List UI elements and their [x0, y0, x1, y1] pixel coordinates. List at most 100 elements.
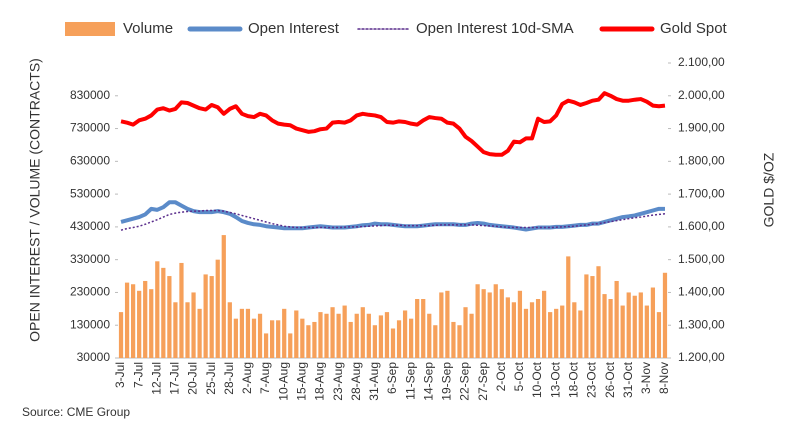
bar — [656, 312, 662, 358]
bar — [257, 313, 263, 358]
bar — [378, 315, 384, 358]
x-tick-label: 26-Oct — [603, 361, 617, 398]
x-tick-label: 31-Aug — [367, 362, 381, 401]
x-tick-label: 18-Aug — [313, 362, 327, 401]
bar — [487, 292, 492, 358]
y-tick-label: 330000 — [70, 252, 110, 266]
bar — [336, 313, 341, 358]
x-tick-label: 5-Oct — [512, 361, 526, 391]
bar — [541, 290, 547, 358]
bar — [270, 320, 275, 358]
source: Source: CME Group — [22, 405, 130, 419]
bar — [318, 312, 323, 358]
x-tick-label: 13-Oct — [548, 361, 562, 398]
bar — [143, 280, 148, 358]
bar — [626, 292, 631, 358]
bar — [644, 305, 649, 358]
bar — [481, 289, 486, 358]
bar — [306, 325, 311, 358]
bar — [475, 284, 480, 358]
bar — [239, 308, 245, 358]
bar — [209, 276, 214, 358]
bar — [215, 259, 220, 358]
x-tick-label: 8-Nov — [657, 362, 671, 394]
bar — [638, 292, 643, 358]
y2-tick-label: 1.600,00 — [678, 219, 725, 233]
bar — [451, 321, 456, 358]
bar — [584, 274, 589, 358]
x-tick-label: 27-Sep — [476, 362, 490, 401]
bar — [427, 313, 432, 358]
bar — [372, 325, 377, 358]
bar — [421, 299, 426, 358]
legend-label: Gold Spot — [660, 20, 728, 37]
y-tick-label: 730000 — [70, 121, 110, 135]
bar — [572, 302, 577, 358]
bar — [276, 320, 281, 358]
x-tick-label: 3-Nov — [639, 362, 653, 394]
bar — [155, 261, 160, 358]
bar — [191, 292, 196, 358]
y2-tick-label: 1.900,00 — [678, 121, 725, 135]
x-tick-label: 28-Aug — [349, 362, 363, 401]
bar — [560, 305, 565, 358]
x-tick-label: 14-Sep — [421, 362, 435, 401]
x-tick-label: 7-Jul — [131, 362, 145, 388]
bar — [173, 302, 178, 358]
bar — [505, 297, 510, 358]
line — [120, 209, 666, 231]
bar — [130, 284, 136, 358]
bar — [124, 282, 130, 358]
x-tick-label: 12-Jul — [149, 362, 163, 395]
bar — [554, 308, 559, 358]
bar — [161, 267, 166, 358]
bar — [312, 321, 317, 358]
x-tick-label: 20-Jul — [186, 362, 200, 395]
bar — [499, 289, 504, 358]
x-tick-label: 25-Jul — [204, 362, 218, 395]
bar — [384, 312, 390, 358]
y-tick-label: 830000 — [70, 88, 110, 102]
bar — [282, 308, 287, 358]
x-tick-label: 17-Jul — [168, 362, 182, 395]
bar — [396, 320, 402, 358]
bar — [523, 308, 529, 358]
bar — [529, 302, 535, 358]
bar — [300, 318, 305, 358]
bar — [330, 307, 335, 358]
y2-tick-label: 1.200,00 — [678, 350, 725, 364]
bar — [288, 333, 293, 358]
y2-tick-label: 1.700,00 — [678, 186, 725, 200]
bar — [179, 262, 184, 358]
y2-tick-label: 1.800,00 — [678, 154, 725, 168]
x-tick-label: 15-Aug — [295, 362, 309, 401]
bar — [409, 318, 414, 358]
y-tick-label: 530000 — [70, 186, 110, 200]
x-tick-label: 11-Sep — [403, 362, 417, 400]
bar — [233, 318, 238, 358]
y-tick-label: 30000 — [77, 350, 111, 364]
bar — [469, 313, 474, 358]
line — [120, 91, 666, 157]
bar — [390, 328, 396, 358]
bar — [137, 290, 142, 358]
legend-label: Open Interest 10d-SMA — [416, 20, 574, 37]
x-tick-label: 31-Oct — [621, 361, 635, 398]
bar — [596, 266, 601, 358]
x-tick-label: 10-Aug — [276, 362, 290, 401]
legend-swatch — [65, 22, 115, 36]
x-tick-label: 3-Jul — [113, 362, 127, 388]
bar — [614, 280, 619, 358]
bar — [650, 287, 656, 358]
y2-tick-label: 1.500,00 — [678, 252, 725, 266]
bar — [402, 310, 408, 358]
bar — [118, 312, 124, 358]
y-tick-label: 230000 — [70, 285, 110, 299]
bar — [590, 276, 595, 358]
bar — [566, 256, 571, 358]
x-tick-label: 2-Aug — [240, 362, 254, 394]
bar — [493, 284, 498, 358]
bar — [294, 310, 299, 358]
y2-tick-label: 1.400,00 — [678, 285, 725, 299]
